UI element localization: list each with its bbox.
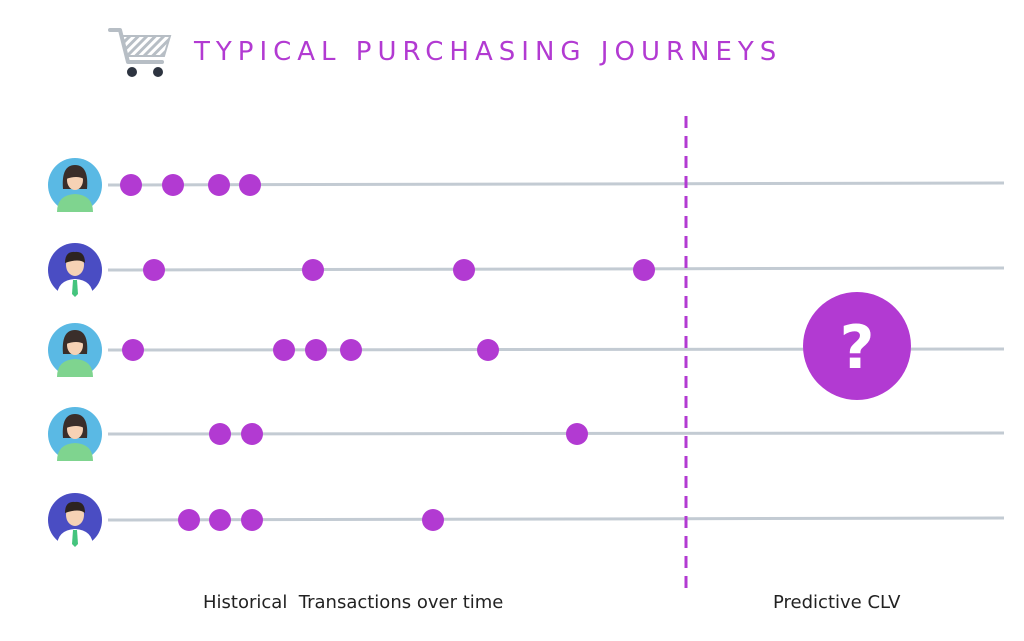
transaction-dot bbox=[633, 259, 655, 281]
question-mark-icon: ? bbox=[803, 292, 911, 400]
female-avatar-icon bbox=[48, 407, 102, 461]
transaction-dot bbox=[340, 339, 362, 361]
transaction-dot bbox=[120, 174, 142, 196]
transaction-dot bbox=[566, 423, 588, 445]
timeline-axis bbox=[107, 266, 1005, 272]
predictive-clv-caption: Predictive CLV bbox=[773, 592, 901, 613]
customer-timeline-row bbox=[48, 493, 1005, 547]
customer-timeline-row bbox=[48, 243, 1005, 297]
transaction-dot bbox=[209, 423, 231, 445]
transaction-dot bbox=[273, 339, 295, 361]
customer-timeline-row bbox=[48, 323, 1005, 377]
historical-transactions-caption: Historical Transactions over time bbox=[203, 592, 504, 613]
transaction-dot bbox=[209, 509, 231, 531]
transaction-dot bbox=[422, 509, 444, 531]
transaction-dot bbox=[241, 509, 263, 531]
male-avatar-icon bbox=[48, 243, 102, 297]
prediction-question-mark: ? bbox=[840, 313, 875, 383]
transaction-dot bbox=[302, 259, 324, 281]
customer-timeline-row bbox=[48, 158, 1005, 212]
page-title: TYPICAL PURCHASING JOURNEYS bbox=[194, 37, 783, 67]
transaction-dot bbox=[239, 174, 261, 196]
transaction-dot bbox=[477, 339, 499, 361]
transaction-dot bbox=[453, 259, 475, 281]
transaction-dot bbox=[208, 174, 230, 196]
transaction-dot bbox=[241, 423, 263, 445]
transaction-dot bbox=[178, 509, 200, 531]
male-avatar-icon bbox=[48, 493, 102, 547]
transaction-dot bbox=[122, 339, 144, 361]
female-avatar-icon bbox=[48, 158, 102, 212]
customer-timeline-row bbox=[48, 407, 1005, 461]
female-avatar-icon bbox=[48, 323, 102, 377]
shopping-cart-icon bbox=[108, 28, 172, 77]
transaction-dot bbox=[143, 259, 165, 281]
transaction-dot bbox=[162, 174, 184, 196]
header: TYPICAL PURCHASING JOURNEYS bbox=[108, 22, 782, 82]
transaction-dot bbox=[305, 339, 327, 361]
